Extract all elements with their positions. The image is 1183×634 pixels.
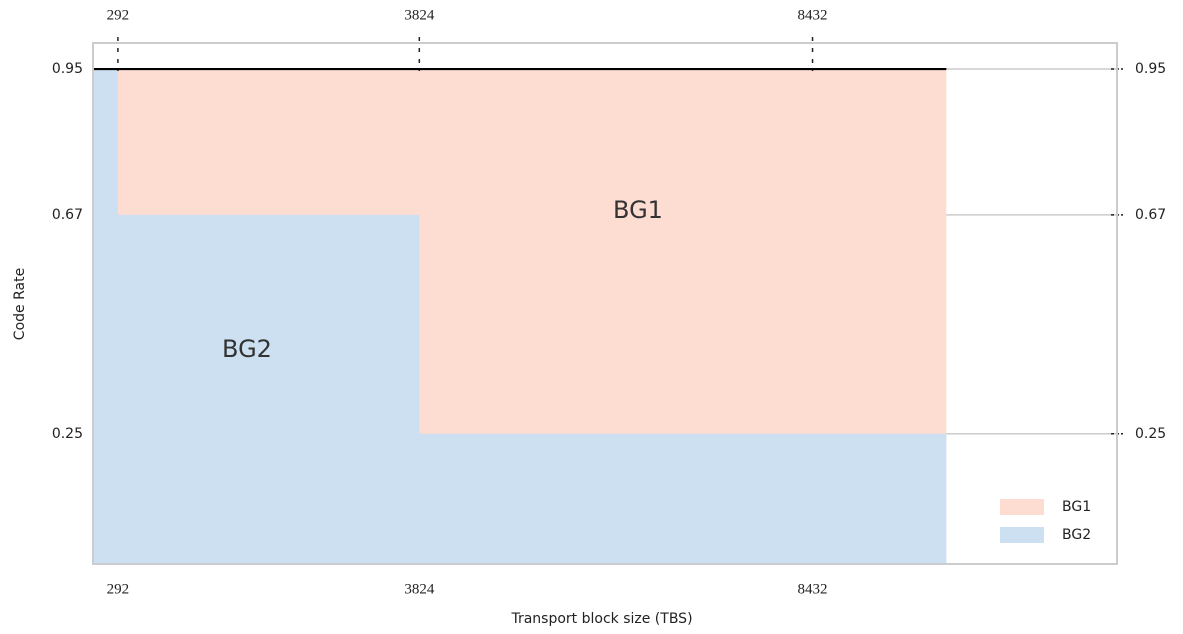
x-tick-label: 3824 [404,581,435,597]
plot-frame [92,42,1118,565]
region-label: BG1 [613,196,663,224]
x-axis-label: Transport block size (TBS) [510,611,692,627]
y-tick-label: 0.25 [52,426,83,442]
y2-tick-label: 0.25 [1135,426,1166,442]
y-axis-label: Code Rate [12,268,28,340]
legend-label: BG2 [1062,527,1091,543]
y-tick-label: 0.67 [52,207,83,223]
x2-tick-label: 3824 [404,7,435,23]
y-tick-label: 0.95 [52,61,83,77]
y2-tick-label: 0.67 [1135,207,1166,223]
region-label: BG2 [222,335,272,363]
y2-tick-label: 0.95 [1135,61,1166,77]
x-tick-label: 292 [107,581,130,597]
legend-label: BG1 [1062,499,1091,515]
legend-swatch [1000,499,1044,515]
x2-tick-label: 8432 [798,7,828,23]
x-tick-label: 8432 [798,581,828,597]
area [93,69,947,565]
legend-swatch [1000,527,1044,543]
x2-tick-label: 292 [107,7,130,23]
